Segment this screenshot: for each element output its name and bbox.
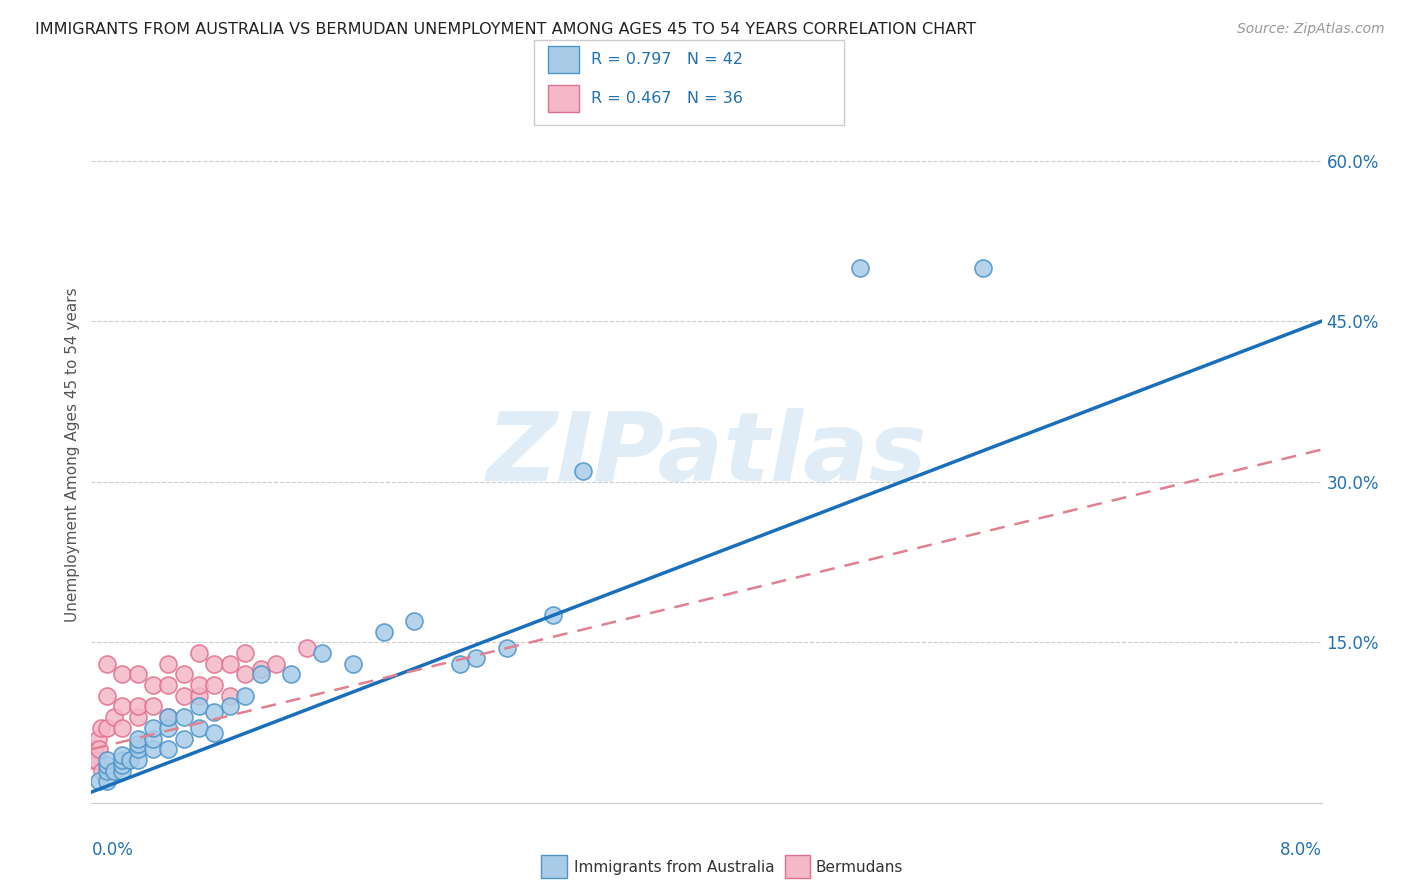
Point — [157, 742, 180, 756]
Point — [972, 260, 994, 275]
Point — [82, 753, 104, 767]
Point — [87, 742, 110, 756]
Point — [280, 667, 302, 681]
Point — [111, 721, 134, 735]
Point — [249, 662, 271, 676]
Point — [111, 758, 134, 772]
Point — [96, 657, 118, 671]
Text: IMMIGRANTS FROM AUSTRALIA VS BERMUDAN UNEMPLOYMENT AMONG AGES 45 TO 54 YEARS COR: IMMIGRANTS FROM AUSTRALIA VS BERMUDAN UN… — [35, 22, 976, 37]
Text: R = 0.467   N = 36: R = 0.467 N = 36 — [591, 91, 742, 105]
Point — [404, 614, 426, 628]
Point — [157, 710, 180, 724]
Point — [127, 667, 149, 681]
Point — [233, 667, 256, 681]
Point — [127, 731, 149, 746]
Point — [111, 667, 134, 681]
Point — [103, 764, 125, 778]
Point — [188, 689, 211, 703]
Point — [342, 657, 364, 671]
Point — [173, 667, 195, 681]
Point — [96, 774, 118, 789]
Point — [157, 678, 180, 692]
Point — [142, 742, 165, 756]
Point — [127, 710, 149, 724]
Text: Source: ZipAtlas.com: Source: ZipAtlas.com — [1237, 22, 1385, 37]
Point — [84, 753, 107, 767]
Point — [218, 699, 240, 714]
Point — [103, 710, 125, 724]
Point — [127, 742, 149, 756]
Point — [541, 608, 564, 623]
Point — [295, 640, 318, 655]
Point — [202, 678, 225, 692]
Point — [111, 753, 134, 767]
Point — [233, 689, 256, 703]
Point — [157, 721, 180, 735]
Text: Immigrants from Australia: Immigrants from Australia — [574, 860, 775, 874]
Point — [96, 758, 118, 772]
Point — [96, 721, 118, 735]
Point — [264, 657, 287, 671]
Point — [849, 260, 872, 275]
Point — [249, 667, 271, 681]
Point — [202, 726, 225, 740]
Point — [449, 657, 471, 671]
Point — [373, 624, 395, 639]
Point — [311, 646, 333, 660]
Point — [91, 764, 114, 778]
Point — [157, 710, 180, 724]
Point — [202, 657, 225, 671]
Point — [96, 689, 118, 703]
Point — [157, 657, 180, 671]
Point — [173, 710, 195, 724]
Point — [218, 657, 240, 671]
Point — [96, 753, 118, 767]
Point — [111, 747, 134, 762]
Point — [87, 774, 110, 789]
Point — [233, 646, 256, 660]
Text: ZIPatlas: ZIPatlas — [486, 409, 927, 501]
Point — [464, 651, 486, 665]
Point — [218, 689, 240, 703]
Point — [173, 731, 195, 746]
Text: R = 0.797   N = 42: R = 0.797 N = 42 — [591, 53, 742, 67]
Point — [188, 699, 211, 714]
Point — [86, 731, 108, 746]
Point — [118, 753, 141, 767]
Point — [188, 646, 211, 660]
Point — [142, 699, 165, 714]
Point — [83, 742, 105, 756]
Point — [142, 678, 165, 692]
Point — [202, 705, 225, 719]
Point — [127, 737, 149, 751]
Point — [495, 640, 517, 655]
Point — [96, 764, 118, 778]
Point — [127, 753, 149, 767]
Text: 0.0%: 0.0% — [91, 841, 134, 859]
Point — [111, 764, 134, 778]
Text: Bermudans: Bermudans — [815, 860, 903, 874]
Point — [127, 699, 149, 714]
Point — [142, 721, 165, 735]
Point — [90, 721, 112, 735]
Point — [188, 678, 211, 692]
Point — [173, 689, 195, 703]
Point — [142, 731, 165, 746]
Point — [111, 699, 134, 714]
Point — [572, 464, 595, 478]
Text: 8.0%: 8.0% — [1279, 841, 1322, 859]
Y-axis label: Unemployment Among Ages 45 to 54 years: Unemployment Among Ages 45 to 54 years — [65, 287, 80, 623]
Point — [188, 721, 211, 735]
